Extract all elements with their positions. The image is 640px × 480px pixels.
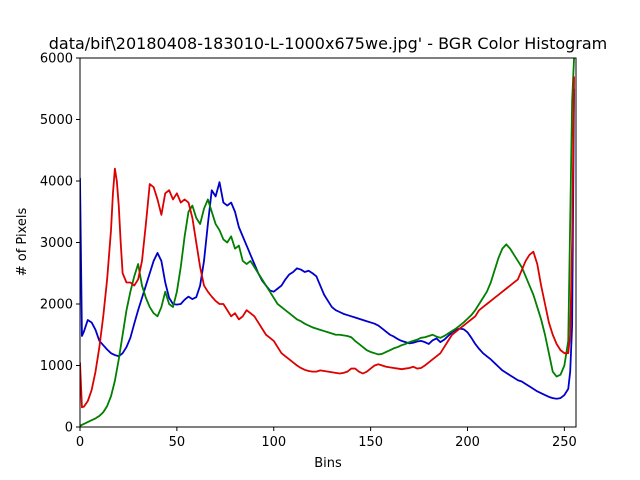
y-axis: 0 1000 2000 3000 4000 5000 6000 [40, 52, 80, 436]
x-axis: 0 50 100 150 200 250 [76, 427, 577, 450]
y-tick-label: 6000 [40, 52, 73, 67]
y-tick-label: 5000 [40, 113, 73, 128]
x-tick-label: 200 [455, 435, 480, 450]
chart-title: data/bif\20180408-183010-L-1000x675we.jp… [49, 34, 608, 53]
series-line-1 [80, 58, 575, 427]
x-tick-label: 100 [261, 435, 286, 450]
series-line-2 [80, 76, 575, 409]
x-tick-label: 0 [76, 435, 84, 450]
y-tick-label: 1000 [40, 359, 73, 374]
x-tick-label: 250 [552, 435, 577, 450]
x-axis-label: Bins [314, 456, 342, 471]
y-tick-label: 4000 [40, 175, 73, 190]
x-tick-label: 50 [169, 435, 186, 450]
y-tick-label: 0 [65, 421, 73, 436]
series-line-0 [80, 88, 575, 400]
y-tick-label: 3000 [40, 236, 73, 251]
y-tick-label: 2000 [40, 298, 73, 313]
x-tick-label: 150 [358, 435, 383, 450]
series-layer [80, 58, 575, 427]
y-axis-label: # of Pixels [15, 208, 30, 277]
